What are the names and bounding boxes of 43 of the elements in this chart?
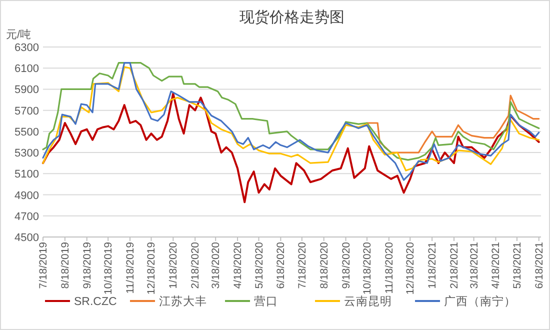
x-tick-label: 4/18/2021 (490, 242, 502, 289)
y-tick-label: 6100 (14, 63, 39, 76)
x-tick-label: 3/18/2021 (468, 242, 480, 289)
x-tick-label: 1/18/2021 (426, 242, 439, 289)
x-tick-label: 11/18/2019 (124, 242, 137, 294)
x-tick-label: 10/18/2019 (102, 242, 115, 295)
chart-title: 现货价格走势图 (240, 9, 344, 26)
line-series (366, 94, 540, 154)
y-tick-label: 5300 (14, 148, 39, 160)
x-tick-label: 9/18/2020 (340, 242, 352, 289)
x-tick-label: 12/18/2020 (404, 242, 417, 295)
y-axis-title: 元/吨 (6, 28, 32, 41)
y-tick-label: 4500 (14, 232, 39, 244)
x-tick-label: 3/18/2020 (210, 242, 222, 289)
x-tick-label: 2/18/2021 (448, 242, 460, 289)
y-tick-label: 4900 (14, 190, 39, 202)
x-tick-label: 1/18/2020 (168, 242, 180, 289)
legend-label: 云南昆明 (344, 295, 392, 308)
y-tick-label: 4700 (14, 210, 39, 223)
x-tick-label: 10/18/2020 (361, 242, 374, 295)
y-tick-label: 5100 (14, 168, 39, 181)
y-tick-label: 5700 (14, 105, 39, 118)
x-tick-label: 8/18/2020 (318, 242, 330, 289)
x-tick-label: 9/18/2019 (81, 242, 94, 289)
x-tick-label: 11/18/2020 (383, 242, 396, 294)
x-tick-label: 8/18/2019 (59, 242, 72, 289)
x-tick-label: 7/18/2020 (296, 242, 308, 289)
x-tick-label: 7/18/2019 (38, 242, 50, 289)
y-tick-label: 5900 (14, 84, 39, 96)
legend-label: 营口 (254, 295, 278, 308)
x-tick-label: 4/18/2020 (232, 242, 244, 289)
x-tick-label: 2/18/2020 (190, 242, 202, 289)
x-tick-label: 6/18/2021 (533, 242, 546, 289)
x-tick-label: 6/18/2020 (275, 242, 288, 289)
x-tick-label: 12/18/2019 (146, 242, 158, 295)
x-tick-label: 5/18/2020 (253, 242, 266, 289)
x-tick-label: 5/18/2021 (511, 242, 524, 289)
legend-label: SR.CZC (74, 296, 117, 308)
y-tick-label: 6300 (14, 42, 39, 54)
legend-label: 江苏大丰 (159, 295, 207, 308)
legend-label: 广西（南宁） (444, 294, 516, 308)
y-tick-label: 5500 (14, 126, 39, 138)
line-series (42, 92, 540, 204)
